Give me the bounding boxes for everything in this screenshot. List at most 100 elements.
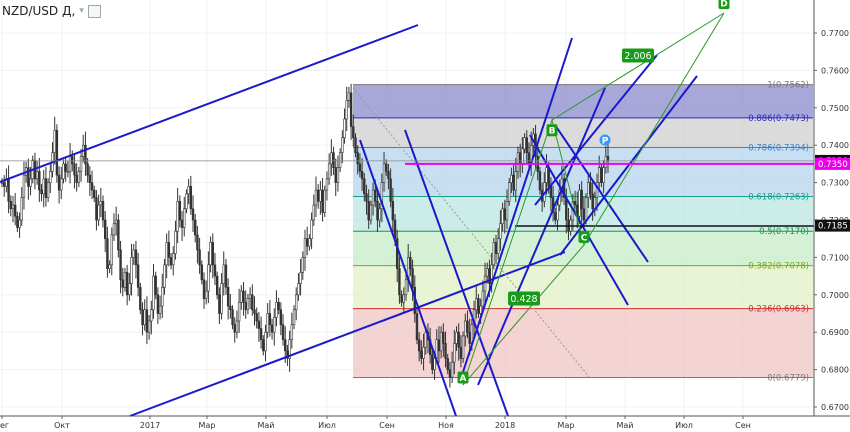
candle-body: [268, 313, 272, 326]
candle-body: [312, 204, 315, 221]
candle-body: [582, 208, 586, 221]
candle-body: [108, 264, 111, 269]
candle-body: [114, 219, 118, 225]
candle-body: [538, 171, 542, 191]
candle-body: [488, 268, 491, 284]
candle-body: [305, 238, 309, 247]
candle-body: [97, 204, 100, 221]
candle-body: [189, 186, 193, 210]
candle-body: [459, 346, 463, 359]
candle-body: [75, 174, 78, 183]
fib-level-label: 0.786(0.7394): [748, 143, 809, 153]
candle-body: [185, 193, 188, 210]
candle-body: [141, 309, 144, 326]
candle-body: [400, 294, 403, 303]
candle-body: [385, 163, 388, 172]
symbol-label[interactable]: NZD/USD: [2, 4, 59, 18]
point-marker-b: B: [546, 124, 558, 137]
time-axis[interactable]: лег Окт 2017 Мар Май Июл Сен Ноя 2018 Мар Май Июл Се…: [0, 416, 751, 430]
candle-body: [139, 287, 142, 311]
candle-body: [378, 208, 381, 221]
candle-body: [431, 354, 434, 370]
candle-body: [60, 178, 63, 191]
x-tick-label: Сен: [379, 421, 395, 430]
candle-body: [134, 249, 138, 266]
candle-body: [481, 290, 485, 307]
point-marker-d: D: [718, 0, 730, 10]
price-tag-bg: [815, 157, 850, 170]
candle-body: [53, 129, 56, 153]
candle-body: [521, 148, 524, 165]
candle-body: [402, 294, 406, 303]
candle-body: [486, 268, 489, 277]
chevron-down-icon[interactable]: ▾: [79, 6, 84, 16]
candle-body: [497, 238, 500, 254]
y-tick-label: 0.7400: [821, 141, 849, 150]
candle-body: [40, 189, 43, 195]
point-marker-label: D: [720, 0, 727, 10]
candle-body: [46, 182, 50, 198]
symbol-toolbar: NZD/USD Д, ▾: [2, 2, 101, 20]
y-tick-label: 0.7100: [821, 253, 849, 262]
x-tick-label: Май: [616, 421, 633, 430]
settings-box-icon[interactable]: [87, 4, 101, 18]
candle-body: [246, 298, 250, 311]
fib-level-label: 0.5(0.7170): [759, 227, 809, 237]
candle-body: [310, 219, 313, 240]
candle-body: [389, 178, 392, 202]
candle-series: [0, 83, 610, 388]
candle-body: [380, 182, 384, 210]
candle-body: [573, 201, 577, 206]
candle-body: [262, 339, 265, 352]
candle-body: [29, 178, 32, 187]
candle-body: [347, 92, 351, 101]
candle-body: [99, 201, 103, 206]
candle-body: [204, 290, 208, 299]
candle-body: [103, 219, 107, 240]
candle-body: [240, 290, 243, 303]
candle-body: [477, 298, 480, 314]
candle-body: [222, 264, 225, 284]
candle-body: [281, 324, 285, 340]
price-tag-label: 0.7185: [818, 222, 848, 232]
candle-body: [606, 156, 610, 162]
y-tick-label: 0.6800: [821, 366, 849, 375]
pattern-markers[interactable]: A B C D P 0.428 2.006: [457, 0, 730, 384]
up-line-3: [534, 54, 658, 206]
candle-body: [248, 294, 252, 299]
candle-body: [286, 350, 289, 359]
candle-body: [338, 152, 342, 168]
trend-lines[interactable]: [0, 12, 814, 417]
point-marker-bg: [599, 134, 611, 146]
ratio-marker-label: 0.428: [510, 294, 537, 305]
candle-body: [165, 242, 168, 266]
candle-body: [161, 287, 164, 307]
candle-body: [316, 189, 320, 202]
ratio-marker-label: 2.006: [624, 51, 651, 62]
candle-body: [349, 92, 353, 127]
interval-label[interactable]: Д,: [62, 4, 76, 18]
point-marker-bg: [546, 124, 558, 137]
candle-body: [323, 189, 326, 213]
up-line-2: [477, 87, 606, 386]
candle-body: [468, 331, 471, 344]
fib-level-label: 0.236(0.6963): [748, 305, 809, 315]
candle-body: [242, 290, 245, 303]
candle-body: [327, 163, 331, 180]
candle-body: [27, 167, 30, 187]
point-marker-bg: [718, 0, 730, 10]
candle-body: [215, 275, 219, 296]
x-tick-label: Май: [257, 421, 274, 430]
candle-body: [128, 283, 131, 296]
candle-body: [79, 156, 83, 172]
candle-body: [7, 178, 10, 202]
candle-body: [93, 189, 96, 198]
fib-band: [353, 265, 813, 309]
candle-body: [367, 201, 370, 221]
fib-level-label: 0.382(0.7078): [748, 262, 809, 272]
candle-body: [523, 137, 526, 150]
candle-body: [158, 305, 162, 314]
point-marker-bg: [457, 371, 469, 384]
y-tick-label: 0.6700: [821, 403, 849, 412]
